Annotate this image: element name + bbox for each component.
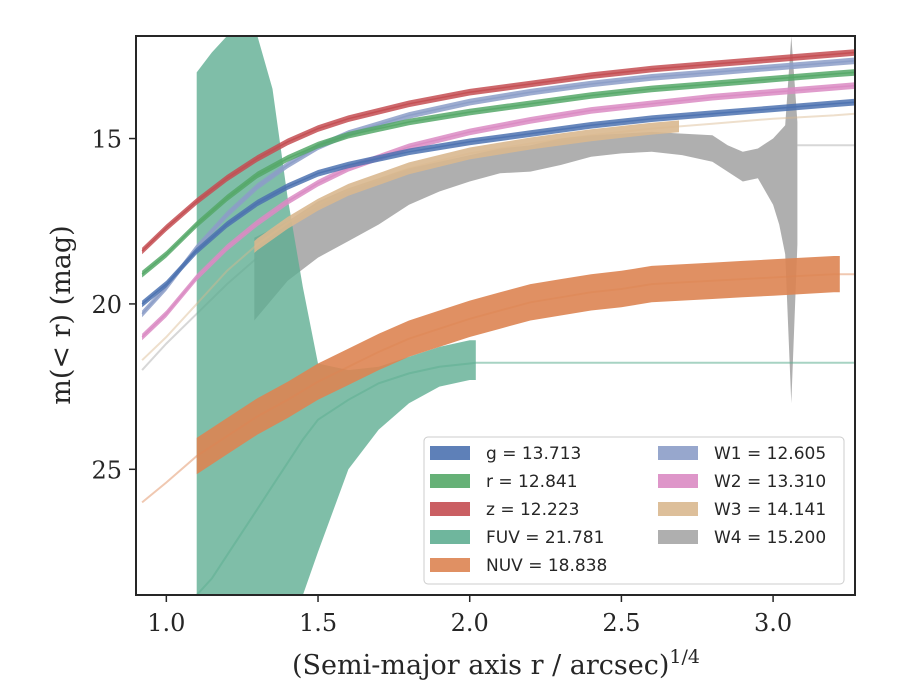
legend-label: W2 = 13.310 [714,472,826,492]
x-tick-label: 1.5 [299,609,337,637]
legend-label: g = 13.713 [486,444,581,464]
series-r [141,69,855,278]
x-tick-label: 3.0 [754,609,792,637]
series-w3 [141,112,855,361]
legend-item-g: g = 13.713 [430,444,581,464]
series-w2-line [141,84,855,338]
series-layer [141,36,855,595]
series-w2 [141,82,855,341]
legend-swatch [430,530,470,544]
series-w1-line [141,60,855,315]
legend-swatch [658,502,698,516]
legend-item-w4: W4 = 15.200 [658,528,826,548]
series-z-band [142,49,855,255]
legend-item-w2: W2 = 13.310 [658,472,826,492]
legend-item-w3: W3 = 14.141 [658,500,826,520]
series-fuv-band [196,36,476,595]
legend-label: r = 12.841 [486,472,578,492]
series-z [141,49,855,255]
legend-label: W4 = 15.200 [714,528,826,548]
legend-item-nuv: NUV = 18.838 [430,556,607,576]
series-fuv-line [195,361,855,595]
x-tick-label: 1.0 [147,609,185,637]
y-axis-label: m(< r) (mag) [46,225,77,404]
legend-item-fuv: FUV = 21.781 [430,528,604,548]
series-w3-band [254,120,680,254]
legend-swatch [430,474,470,488]
series-fuv [195,36,855,595]
legend-swatch [658,474,698,488]
legend-box [423,436,845,585]
series-r-band [142,69,855,278]
series-nuv-band [196,256,840,475]
legend-label: NUV = 18.838 [486,556,607,576]
legend-item-w1: W1 = 12.605 [658,444,826,464]
series-nuv [141,256,855,504]
legend-swatch [658,446,698,460]
series-r-line [141,71,855,275]
y-tick-label: 20 [91,291,122,319]
legend-swatch [430,446,470,460]
legend-item-z: z = 12.223 [430,500,579,520]
legend-swatch [430,558,470,572]
ticks-layer: 1.0 1.5 2.0 2.5 3.0 15 20 25 [91,126,792,637]
x-axis-label: (Semi-major axis r / arcsec)1/4 [292,646,700,681]
x-axis-label-exponent: 1/4 [669,646,700,668]
series-g-band [142,98,855,308]
series-g [141,98,855,308]
y-tick-label: 15 [91,126,122,154]
series-w1 [141,57,855,318]
y-tick-label: 25 [91,456,122,484]
legend-item-r: r = 12.841 [430,472,578,492]
legend-label: FUV = 21.781 [486,528,604,548]
legend-label: W3 = 14.141 [714,500,826,520]
legend: g = 13.713 r = 12.841 z = 12.223 FUV = 21.7… [423,436,845,585]
legend-swatch [430,502,470,516]
series-z-line [141,51,855,252]
plot-frame [135,35,856,596]
series-w4-band [254,36,798,404]
legend-label: z = 12.223 [486,500,579,520]
legend-swatch [658,530,698,544]
legend-label: W1 = 12.605 [714,444,826,464]
x-tick-label: 2.0 [451,609,489,637]
series-g-line [141,101,855,305]
x-tick-label: 2.5 [602,609,640,637]
